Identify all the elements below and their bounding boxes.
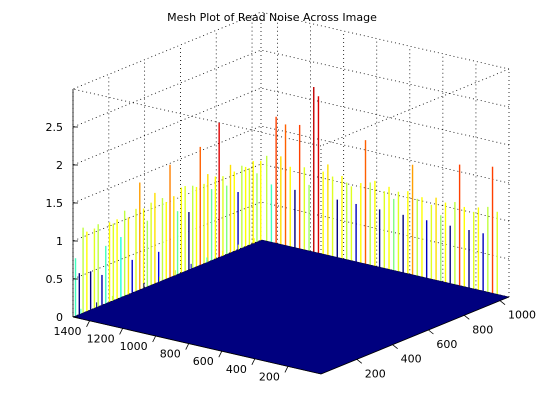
- grid-line-z: [72, 49, 510, 128]
- grid-line-z: [72, 87, 510, 166]
- x-tick-label: 800: [160, 348, 181, 361]
- mesh-surface: [72, 239, 510, 375]
- x-tick-label: 1200: [87, 332, 115, 345]
- grid-line-top: [320, 68, 510, 147]
- x-tick: [284, 366, 289, 373]
- y-tick-label: 800: [472, 323, 493, 336]
- x-tick: [185, 343, 190, 350]
- z-tick-label: 0: [56, 311, 63, 324]
- z-tick-label: 1.5: [46, 197, 64, 210]
- y-tick-label: 200: [365, 367, 386, 380]
- axes-layer: [72, 89, 510, 375]
- x-tick: [152, 335, 157, 343]
- surface-layer: [72, 239, 510, 375]
- y-tick-label: 600: [436, 338, 457, 351]
- y-tick: [428, 329, 434, 335]
- x-axis-line: [72, 316, 322, 375]
- x-tick-label: 200: [259, 370, 280, 383]
- grid-line-z: [72, 125, 510, 204]
- x-tick-label: 1000: [120, 340, 148, 353]
- z-tick-label: 1: [56, 235, 63, 248]
- chart-title: Mesh Plot of Read Noise Across Image: [167, 11, 377, 24]
- z-tick-label: 2: [56, 159, 63, 172]
- y-tick: [356, 359, 363, 364]
- z-tick-label: 0.5: [46, 273, 64, 286]
- x-tick: [251, 358, 256, 365]
- y-axis-line: [320, 296, 510, 375]
- y-tick: [392, 344, 398, 349]
- x-tick: [119, 328, 123, 335]
- x-tick-label: 1400: [54, 325, 82, 338]
- y-tick-label: 400: [401, 353, 422, 366]
- spike-layer-back: [74, 86, 498, 316]
- label-layer: 0 0.5 1 1.5 2 2.5 200 400 600 800 1000 1200 1400 200 4…: [46, 121, 537, 383]
- grid-line-z: [72, 11, 510, 90]
- spike-layer-front: [80, 238, 255, 314]
- grid-line-z: [72, 163, 510, 242]
- grid-line-top: [72, 88, 322, 147]
- x-tick-label: 600: [193, 355, 214, 368]
- x-tick-label: 400: [226, 363, 247, 376]
- y-tick: [499, 300, 506, 305]
- y-tick: [463, 315, 470, 320]
- z-tick-label: 2.5: [46, 121, 64, 134]
- x-tick: [86, 320, 90, 327]
- y-tick-label: 1000: [508, 309, 536, 322]
- x-tick: [218, 351, 223, 358]
